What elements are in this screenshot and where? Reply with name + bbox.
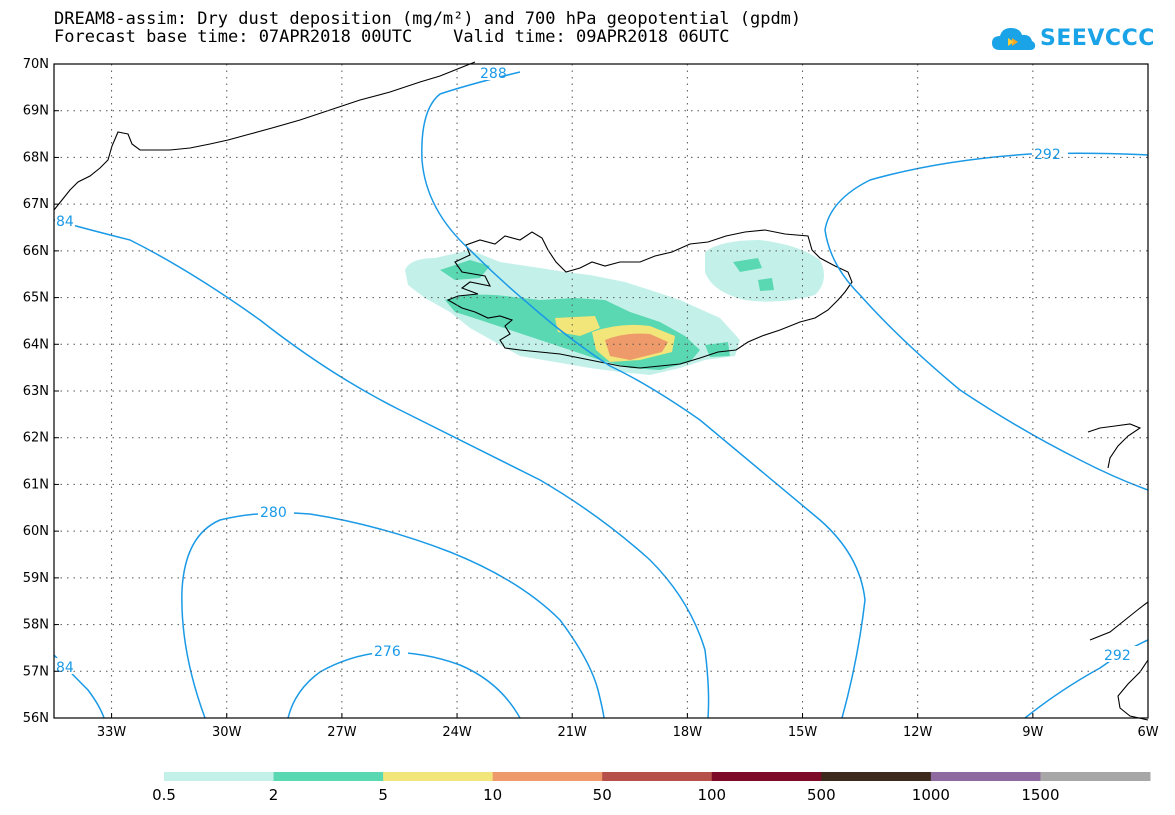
greenland-coastline	[53, 61, 476, 211]
title-line-2: Forecast base time: 07APR2018 00UTC Vali…	[54, 27, 730, 47]
colorbar-label: 1500	[1021, 786, 1060, 804]
colorbar-label: 2	[268, 786, 279, 804]
lat-label: 64N	[23, 337, 49, 352]
dust-area-medium-se	[705, 342, 730, 357]
lon-label: 27W	[327, 725, 357, 740]
dust-shading	[405, 240, 824, 375]
lat-label: 58N	[23, 618, 49, 633]
lon-label: 12W	[903, 725, 933, 740]
colorbar-label: 1000	[911, 786, 950, 804]
lat-labels: 70N 69N 68N 67N 66N 65N 64N 63N 62N 61N 60N 59N 58N 5…	[23, 57, 59, 726]
contour-label-84-top: 84	[56, 214, 74, 230]
lat-label: 66N	[23, 244, 49, 259]
lat-label: 61N	[23, 477, 49, 492]
seevccc-logo: SEEVCCC	[990, 22, 1154, 56]
scotland-coastline	[1089, 600, 1149, 721]
iceland-coastline	[446, 229, 853, 369]
colorbar-label: 500	[807, 786, 836, 804]
contour-label-276: 276	[374, 644, 401, 660]
lat-label: 63N	[23, 384, 49, 399]
lon-label: 6W	[1137, 725, 1158, 740]
colorbar-swatch	[273, 772, 384, 781]
colorbar-label: 100	[697, 786, 727, 804]
graticule	[54, 64, 1148, 718]
contour-label-288: 288	[480, 66, 507, 82]
dust-area-yellow	[555, 316, 600, 336]
geopotential-contours	[53, 71, 1149, 719]
colorbar-label: 50	[592, 786, 612, 804]
dust-area-light-east	[705, 240, 824, 302]
lat-label: 59N	[23, 571, 49, 586]
colorbar	[164, 772, 1151, 781]
lat-label: 67N	[23, 197, 49, 212]
contour-284	[53, 219, 710, 719]
contour-label-280: 280	[260, 505, 287, 521]
colorbar-swatch	[821, 772, 932, 781]
dust-area-orange	[605, 333, 668, 360]
lat-label: 56N	[23, 711, 49, 726]
lon-label: 30W	[212, 725, 242, 740]
contour-292	[824, 152, 1149, 491]
contour-276	[287, 651, 521, 719]
title-line-1: DREAM8-assim: Dry dust deposition (mg/m²…	[54, 9, 802, 29]
colorbar-swatch	[492, 772, 603, 781]
lon-labels: 33W 30W 27W 24W 21W 18W 15W 12W 9W 6W	[97, 713, 1159, 740]
lon-label: 33W	[97, 725, 127, 740]
contour-labels: 288 292 280 276 84 84 292	[55, 64, 1138, 676]
colorbar-label: 5	[378, 786, 388, 804]
lat-label: 62N	[23, 431, 49, 446]
contour-label-292-right: 292	[1104, 648, 1131, 664]
contour-label-84-bottom: 84	[56, 660, 74, 676]
colorbar-swatch	[930, 772, 1041, 781]
lat-label: 70N	[23, 57, 49, 72]
colorbar-swatch	[711, 772, 822, 781]
lon-label: 15W	[788, 725, 818, 740]
contour-label-292: 292	[1034, 147, 1061, 163]
colorbar-label: 0.5	[152, 786, 176, 804]
lon-label: 24W	[442, 725, 472, 740]
colorbar-swatch	[1040, 772, 1151, 781]
cloud-icon	[992, 28, 1036, 50]
colorbar-swatch	[164, 772, 275, 781]
lon-label: 18W	[673, 725, 703, 740]
faroe-islands	[1087, 423, 1142, 469]
contour-280	[181, 512, 605, 719]
logo-text: SEEVCCC	[1040, 26, 1155, 51]
lat-label: 65N	[23, 291, 49, 306]
colorbar-swatch	[383, 772, 494, 781]
colorbar-label: 10	[483, 786, 503, 804]
lat-label: 68N	[23, 150, 49, 165]
contour-288	[421, 71, 866, 719]
lon-label: 21W	[558, 725, 588, 740]
lat-label: 69N	[23, 104, 49, 119]
dust-area-medium-east1	[733, 258, 762, 272]
dust-area-medium-east2	[758, 278, 774, 291]
lat-label: 57N	[23, 664, 49, 679]
lat-label: 60N	[23, 524, 49, 539]
lon-label: 9W	[1022, 725, 1043, 740]
colorbar-swatch	[602, 772, 713, 781]
